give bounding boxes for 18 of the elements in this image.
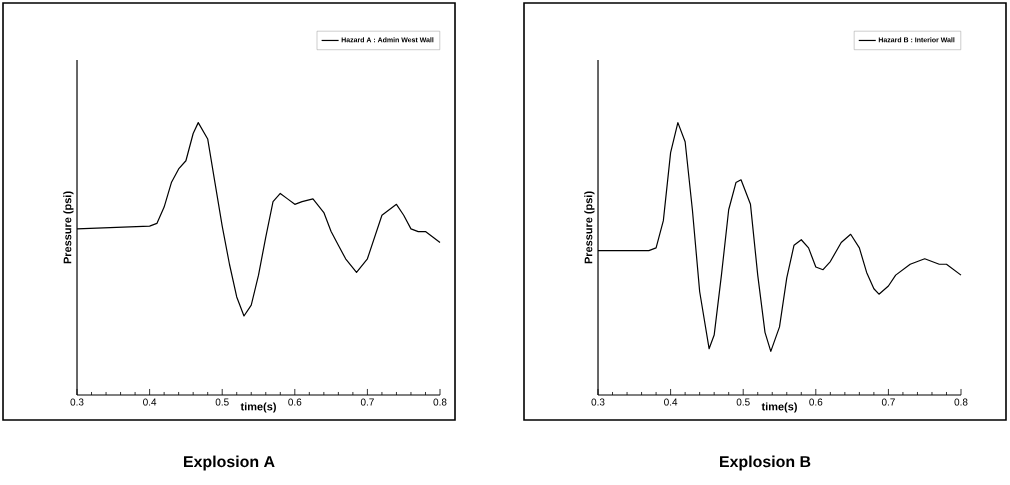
x-tick-label: 0.5 bbox=[215, 398, 229, 406]
x-tick-label: 0.3 bbox=[70, 398, 84, 406]
x-tick-label: 0.7 bbox=[881, 398, 895, 406]
x-axis-title: time(s) bbox=[761, 402, 797, 413]
x-tick-label: 0.7 bbox=[360, 398, 374, 406]
x-tick-label: 0.6 bbox=[809, 398, 823, 406]
x-tick-label: 0.5 bbox=[736, 398, 750, 406]
x-tick-label: 0.4 bbox=[664, 398, 678, 406]
x-tick-label: 0.8 bbox=[433, 398, 447, 406]
y-axis-title: Pressure (psi) bbox=[584, 191, 595, 264]
x-tick-label: 0.4 bbox=[143, 398, 157, 406]
x-axis-title: time(s) bbox=[240, 402, 276, 413]
text: Explosion A bbox=[184, 455, 275, 471]
y-axis-title: Pressure (psi) bbox=[63, 191, 74, 264]
x-tick-label: 0.3 bbox=[591, 398, 605, 406]
x-tick-label: 0.6 bbox=[288, 398, 302, 406]
text: Explosion B bbox=[720, 455, 811, 471]
x-tick-label: 0.8 bbox=[954, 398, 968, 406]
